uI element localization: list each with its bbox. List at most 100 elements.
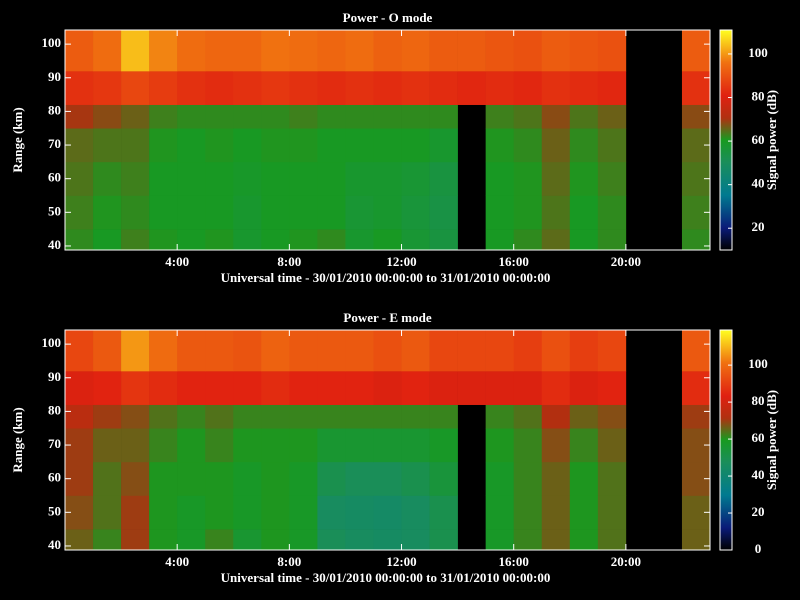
heatmap-cell [177, 30, 206, 72]
heatmap-cell [541, 461, 571, 496]
heatmap-cell [401, 71, 430, 105]
colorbar-tick-label: 0 [755, 541, 762, 556]
heatmap-cell [177, 71, 206, 105]
heatmap-cell [233, 461, 262, 496]
y-tick-label: 100 [42, 35, 62, 50]
x-axis-label: Universal time - 30/01/2010 00:00:00 to … [221, 270, 551, 285]
heatmap-cell [401, 495, 430, 530]
heatmap-cell [373, 371, 402, 405]
y-tick-label: 70 [48, 436, 61, 451]
heatmap-cell [149, 161, 178, 196]
x-tick-label: 8:00 [277, 554, 301, 569]
heatmap-cell [177, 229, 206, 251]
heatmap-cell [373, 461, 402, 496]
heatmap-cell [373, 229, 402, 251]
heatmap-cell [401, 229, 430, 251]
heatmap-cell [205, 71, 234, 105]
heatmap-cell [597, 229, 627, 251]
heatmap-cell [121, 30, 150, 72]
heatmap-cell [93, 104, 122, 129]
heatmap-cell [345, 404, 374, 429]
heatmap-cell [345, 71, 374, 105]
heatmap-cell [345, 330, 374, 372]
heatmap-cell [541, 30, 571, 72]
heatmap-cell [93, 330, 122, 372]
heatmap-cell [373, 30, 402, 72]
heatmap-cell [597, 128, 627, 163]
heatmap-cell [233, 128, 262, 163]
heatmap-cell [597, 195, 627, 230]
heatmap-cell [401, 128, 430, 163]
heatmap-cell [65, 330, 94, 372]
heatmap-cell [457, 30, 486, 72]
heatmap-cell [93, 71, 122, 105]
heatmap-cell [121, 104, 150, 129]
heatmap-cell [289, 371, 318, 405]
heatmap-cell [569, 128, 599, 163]
heatmap-cell [317, 161, 346, 196]
heatmap-cell [597, 529, 627, 551]
heatmap-cell [177, 195, 206, 230]
heatmap-cell [149, 428, 178, 463]
heatmap-cell [429, 128, 458, 163]
heatmap-cell [541, 495, 571, 530]
heatmap-cell [401, 330, 430, 372]
heatmap-cell [261, 104, 290, 129]
heatmap-cell [233, 495, 262, 530]
heatmap-cell [569, 461, 599, 496]
x-tick-label: 8:00 [277, 254, 301, 269]
heatmap-cell [149, 104, 178, 129]
heatmap-cell [233, 30, 262, 72]
y-tick-label: 40 [48, 537, 61, 552]
heatmap-cell [401, 104, 430, 129]
heatmap-cell [373, 495, 402, 530]
heatmap-cell [177, 495, 206, 530]
heatmap-cell [513, 128, 543, 163]
heatmap-cell [429, 404, 458, 429]
heatmap-cell [121, 330, 150, 372]
heatmap-cell [429, 104, 458, 129]
y-tick-label: 60 [48, 470, 61, 485]
heatmap-cell [429, 461, 458, 496]
heatmap-cell [681, 371, 711, 405]
heatmap-cell [121, 371, 150, 405]
heatmap-cell [233, 195, 262, 230]
x-tick-label: 12:00 [386, 554, 416, 569]
heatmap-cell [317, 330, 346, 372]
heatmap-cell [233, 229, 262, 251]
heatmap-cell [121, 195, 150, 230]
heatmap-cell [121, 128, 150, 163]
heatmap-cell [149, 30, 178, 72]
heatmap-cell [485, 428, 514, 463]
heatmap-cell [541, 71, 571, 105]
y-axis-label: Range (km) [10, 407, 25, 472]
heatmap-cell [317, 30, 346, 72]
heatmap-cell [513, 71, 543, 105]
heatmap-cell [149, 404, 178, 429]
heatmap-cell [121, 71, 150, 105]
heatmap-cell [373, 71, 402, 105]
heatmap-cell [541, 195, 571, 230]
heatmap-cell [541, 404, 571, 429]
colorbar-label: Signal power (dB) [764, 390, 779, 490]
heatmap-cell [681, 529, 711, 551]
heatmap-cell [345, 128, 374, 163]
heatmap-cell [373, 104, 402, 129]
heatmap-cell [541, 128, 571, 163]
heatmap-cell [485, 30, 514, 72]
heatmap-cell [513, 371, 543, 405]
plot-frame [64, 29, 711, 251]
heatmap-cell [513, 404, 543, 429]
heatmap-cell [121, 161, 150, 196]
heatmap-cell [569, 529, 599, 551]
heatmap-cell [289, 30, 318, 72]
heatmap-cell [401, 195, 430, 230]
heatmap-cell [261, 461, 290, 496]
colorbar [719, 329, 733, 551]
heatmap-cell [597, 404, 627, 429]
heatmap-cell [373, 529, 402, 551]
heatmap-cell [429, 371, 458, 405]
heatmap-cell [569, 161, 599, 196]
heatmap-cell [513, 195, 543, 230]
colorbar-label: Signal power (dB) [764, 90, 779, 190]
